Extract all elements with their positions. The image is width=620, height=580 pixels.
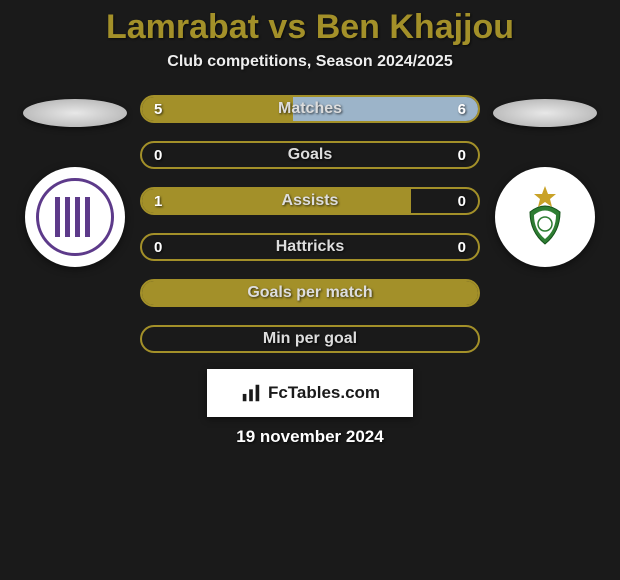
stat-label: Goals per match xyxy=(142,284,478,302)
right-ellipse xyxy=(493,99,597,127)
comparison-container: Lamrabat vs Ben Khajjou Club competition… xyxy=(0,0,620,580)
stat-row: 00Goals xyxy=(140,141,480,169)
stat-label: Hattricks xyxy=(142,238,478,256)
stats-bars: 56Matches 00Goals 10Assists 00Hattricks Goal… xyxy=(135,95,485,353)
stat-row: Min per goal xyxy=(140,325,480,353)
footer-date: 19 november 2024 xyxy=(236,427,383,447)
stat-row: 00Hattricks xyxy=(140,233,480,261)
right-crest-icon xyxy=(507,179,583,255)
stat-label: Goals xyxy=(142,146,478,164)
main-row: 56Matches 00Goals 10Assists 00Hattricks Goal… xyxy=(0,95,620,353)
brand-badge[interactable]: FcTables.com xyxy=(207,369,413,417)
left-club-crest xyxy=(25,167,125,267)
stat-row: 56Matches xyxy=(140,95,480,123)
stat-row: 10Assists xyxy=(140,187,480,215)
chart-icon xyxy=(240,382,262,404)
left-ellipse xyxy=(23,99,127,127)
brand-text: FcTables.com xyxy=(268,383,380,403)
stat-row: Goals per match xyxy=(140,279,480,307)
left-side xyxy=(15,95,135,353)
stat-label: Matches xyxy=(142,100,478,118)
page-subtitle: Club competitions, Season 2024/2025 xyxy=(167,53,452,71)
right-club-crest xyxy=(495,167,595,267)
left-crest-icon xyxy=(36,178,114,256)
stat-label: Assists xyxy=(142,192,478,210)
right-side xyxy=(485,95,605,353)
page-title: Lamrabat vs Ben Khajjou xyxy=(106,8,514,47)
stat-label: Min per goal xyxy=(142,330,478,348)
